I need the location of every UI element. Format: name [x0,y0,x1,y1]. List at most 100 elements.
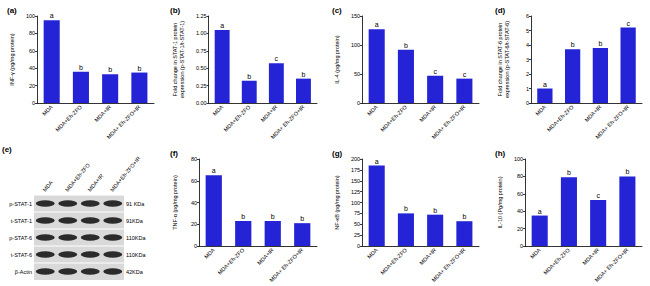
svg-text:MDA: MDA [534,104,547,117]
svg-text:4: 4 [525,42,528,48]
svg-text:c: c [596,192,600,199]
svg-text:91KDa: 91KDa [126,218,144,224]
svg-text:100: 100 [513,156,522,162]
svg-text:MDA+ Eh-ZFO+IR: MDA+ Eh-ZFO+IR [105,104,141,140]
svg-text:125: 125 [351,189,360,195]
svg-text:a: a [211,167,215,174]
svg-text:100: 100 [351,42,360,48]
svg-text:expression (p-STAT-6/t-STAT-6): expression (p-STAT-6/t-STAT-6) [503,21,509,98]
svg-text:25: 25 [354,232,360,238]
svg-text:6: 6 [525,13,528,19]
svg-text:a: a [537,208,541,215]
svg-text:20: 20 [29,83,35,89]
svg-text:42KDa: 42KDa [126,269,144,275]
svg-text:175: 175 [351,167,360,173]
svg-text:b: b [108,66,112,73]
svg-text:MDA+IR: MDA+IR [581,247,600,266]
svg-text:c: c [463,71,467,78]
svg-text:75: 75 [354,210,360,216]
svg-text:MDA+IR: MDA+IR [93,104,112,123]
svg-text:100: 100 [26,13,35,19]
svg-text:(b): (b) [170,6,181,15]
svg-text:b: b [300,215,304,222]
svg-text:MDA: MDA [366,247,379,260]
svg-text:110KDa: 110KDa [126,252,146,258]
svg-text:MDA+ Eh-ZFO+IR: MDA+ Eh-ZFO+IR [430,104,466,140]
svg-text:MDA+Eh-ZFO: MDA+Eh-ZFO [545,104,574,133]
svg-text:b: b [625,168,629,175]
svg-text:MDA+IR: MDA+IR [583,104,602,123]
svg-text:b: b [270,213,274,220]
svg-text:0: 0 [520,243,523,249]
svg-text:0: 0 [525,100,528,106]
svg-text:MDA+ Eh-ZFO+IR: MDA+ Eh-ZFO+IR [430,247,466,283]
svg-text:MDA+Eh-ZFO: MDA+Eh-ZFO [216,247,245,276]
svg-text:MDA: MDA [41,179,54,192]
svg-text:MDA+IR: MDA+IR [255,247,274,266]
svg-text:MDA: MDA [528,247,541,260]
svg-text:60: 60 [29,48,35,54]
svg-text:t-STAT-1: t-STAT-1 [11,218,32,224]
svg-text:150: 150 [351,178,360,184]
svg-text:0: 0 [193,243,196,249]
svg-text:a: a [50,12,54,19]
svg-text:MDA+Eh-ZFO: MDA+Eh-ZFO [54,104,83,133]
svg-text:150: 150 [351,13,360,19]
svg-text:MDA: MDA [203,247,216,260]
svg-text:60: 60 [190,178,196,184]
svg-text:β-Actin: β-Actin [15,269,32,275]
svg-text:1.25: 1.25 [195,13,206,19]
svg-text:(e): (e) [2,145,12,154]
svg-text:(d): (d) [495,6,506,15]
svg-text:40: 40 [29,65,35,71]
svg-text:b: b [433,207,437,214]
svg-text:c: c [274,55,278,62]
svg-text:200: 200 [351,156,360,162]
svg-text:MDA+ Eh-ZFO+IR: MDA+ Eh-ZFO+IR [269,104,305,140]
svg-text:3: 3 [525,57,528,63]
svg-text:a: a [375,21,379,28]
svg-text:0.25: 0.25 [195,83,206,89]
svg-text:MDA+Eh-ZFO: MDA+Eh-ZFO [542,247,571,276]
svg-text:b: b [301,71,305,78]
svg-text:p-STAT-6: p-STAT-6 [9,235,32,241]
svg-text:Fold change in STAT-1 protein: Fold change in STAT-1 protein [171,23,177,97]
svg-text:60: 60 [516,191,522,197]
svg-text:0: 0 [357,100,360,106]
svg-text:100: 100 [351,200,360,206]
svg-text:MDA: MDA [366,104,379,117]
svg-text:INF-γ (pg/mg protein): INF-γ (pg/mg protein) [9,33,15,85]
svg-text:MDA+IR: MDA+IR [418,247,437,266]
svg-text:b: b [598,40,602,47]
svg-text:0.75: 0.75 [195,48,206,54]
svg-text:b: b [404,42,408,49]
svg-text:110KDa: 110KDa [126,235,146,241]
svg-text:MDA+ Eh-ZFO+IR: MDA+ Eh-ZFO+IR [268,247,304,283]
svg-text:MDA+IR: MDA+IR [418,104,437,123]
svg-text:IL-4 (pg/mg protein): IL-4 (pg/mg protein) [334,35,340,83]
svg-text:5: 5 [525,28,528,34]
svg-text:MDA+Eh-ZFO: MDA+Eh-ZFO [379,247,408,276]
svg-text:p-STAT-1: p-STAT-1 [9,201,32,207]
svg-text:b: b [404,205,408,212]
svg-text:b: b [247,73,251,80]
svg-text:MDA+Eh-ZFO+IR: MDA+Eh-ZFO+IR [109,155,142,192]
svg-text:IL-10 (Pg/mg protein): IL-10 (Pg/mg protein) [496,176,502,228]
svg-text:MDA+Eh-ZFO: MDA+Eh-ZFO [222,104,251,133]
svg-text:1.00: 1.00 [195,30,206,36]
svg-text:MDA: MDA [41,104,54,117]
svg-text:a: a [542,81,546,88]
svg-text:t-STAT-6: t-STAT-6 [11,252,32,258]
svg-text:b: b [570,41,574,48]
svg-text:(h): (h) [495,149,506,158]
svg-text:b: b [79,64,83,71]
svg-text:a: a [375,158,379,165]
svg-text:a: a [220,22,224,29]
svg-text:b: b [241,213,245,220]
svg-text:TNF-α (pg/mg protein): TNF-α (pg/mg protein) [171,175,177,230]
svg-text:0.50: 0.50 [195,65,206,71]
svg-text:91 KDa: 91 KDa [126,201,145,207]
svg-text:40: 40 [516,208,522,214]
svg-text:20: 20 [516,226,522,232]
svg-text:MDA+ Eh-ZFO+IR: MDA+ Eh-ZFO+IR [593,247,629,283]
